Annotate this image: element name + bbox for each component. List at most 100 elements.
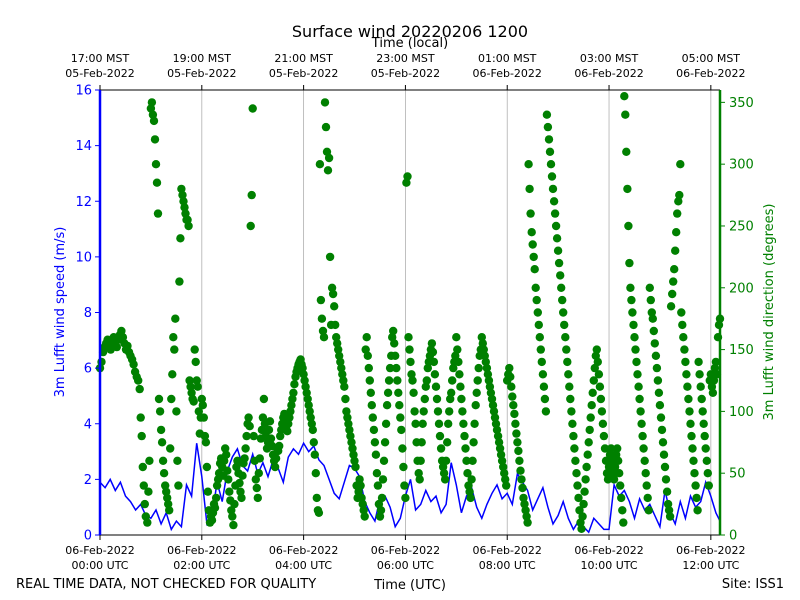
wind-direction-point: [325, 252, 335, 262]
wind-direction-point: [405, 345, 414, 354]
wind-direction-point: [332, 333, 341, 342]
wind-direction-point: [143, 518, 152, 527]
wind-direction-point: [447, 388, 456, 397]
wind-direction-point: [557, 283, 566, 292]
wind-direction-point: [180, 203, 189, 212]
wind-direction-point: [456, 382, 465, 391]
wind-direction-point: [148, 110, 158, 119]
wind-direction-point: [488, 401, 498, 410]
wind-direction-point: [207, 516, 217, 525]
wind-direction-point: [649, 326, 658, 336]
wind-direction-point: [681, 357, 690, 367]
wind-direction-point: [358, 499, 367, 509]
wind-direction-point: [580, 487, 589, 496]
wind-direction-point: [497, 456, 507, 465]
wind-direction-point: [546, 160, 556, 169]
wind-direction-point: [452, 333, 461, 342]
wind-direction-point: [419, 407, 428, 416]
wind-direction-point: [656, 413, 666, 422]
wind-direction-point: [665, 512, 675, 521]
wind-direction-point: [648, 314, 657, 323]
wind-direction-point: [399, 462, 408, 472]
wind-direction-point: [336, 357, 345, 367]
wind-direction-point: [264, 425, 274, 435]
wind-direction-point: [595, 382, 605, 391]
wind-direction-point: [420, 394, 429, 404]
wind-direction-point: [564, 370, 573, 379]
wind-direction-point: [436, 444, 446, 453]
wind-direction-point: [691, 481, 700, 490]
wind-direction-point: [151, 160, 161, 169]
wind-direction-point: [410, 407, 419, 416]
wind-direction-point: [397, 425, 406, 435]
wind-direction-point: [577, 524, 586, 533]
wind-direction-point: [711, 357, 721, 367]
left-tick-label: 12: [75, 195, 92, 210]
wind-direction-point: [659, 450, 669, 459]
wind-direction-point: [594, 370, 604, 379]
wind-direction-point: [398, 444, 407, 453]
bottom-tick-label-date: 06-Feb-2022: [371, 544, 440, 557]
wind-direction-point: [687, 431, 696, 441]
wind-direction-point: [363, 351, 372, 360]
wind-speed-series: [99, 441, 721, 534]
chart-title: Surface wind 20220206 1200: [292, 22, 528, 41]
wind-direction-point: [529, 252, 538, 262]
wind-direction-point: [283, 427, 292, 436]
wind-direction-point: [672, 228, 681, 237]
wind-direction-point: [434, 419, 444, 428]
wind-direction-point: [461, 444, 470, 453]
wind-direction-point: [392, 363, 401, 373]
wind-direction-point: [543, 122, 553, 132]
wind-direction-point: [549, 197, 559, 206]
wind-direction-point: [248, 104, 257, 113]
wind-direction-point: [176, 234, 185, 243]
wind-direction-point: [694, 357, 703, 367]
wind-direction-point: [149, 116, 159, 126]
wind-direction-point: [686, 419, 695, 428]
wind-direction-point: [312, 493, 321, 503]
wind-direction-point: [567, 407, 576, 416]
wind-direction-point: [639, 444, 648, 453]
wind-direction-point: [574, 493, 583, 503]
wind-direction-point: [271, 454, 281, 463]
wind-direction-point: [635, 394, 644, 404]
wind-direction-point: [169, 333, 178, 342]
wind-direction-point: [157, 438, 167, 447]
bottom-tick-label-time: 10:00 UTC: [581, 559, 638, 572]
right-tick-label: 150: [729, 343, 754, 358]
wind-direction-point: [431, 382, 441, 391]
wind-direction-point: [571, 456, 580, 465]
wind-direction-point: [589, 376, 598, 385]
wind-direction-point: [689, 456, 698, 465]
wind-direction-point: [221, 444, 230, 453]
wind-direction-point: [275, 441, 284, 451]
wind-direction-point: [402, 178, 411, 187]
wind-direction-point: [676, 160, 685, 169]
wind-direction-point: [584, 438, 593, 447]
bottom-tick-label-time: 06:00 UTC: [377, 559, 434, 572]
wind-direction-point: [305, 407, 314, 416]
left-tick-label: 10: [75, 250, 92, 265]
wind-direction-point: [563, 357, 572, 367]
wind-direction-point: [513, 438, 522, 447]
wind-direction-point: [502, 481, 511, 490]
wind-direction-point: [494, 438, 504, 447]
wind-direction-point: [579, 499, 588, 509]
wind-direction-point: [184, 221, 193, 231]
wind-direction-point: [310, 450, 319, 459]
wind-direction-point: [304, 401, 313, 410]
right-tick-label: 100: [729, 405, 754, 420]
wind-direction-point: [680, 345, 689, 354]
wind-direction-point: [168, 370, 177, 379]
tick-labels: 0 2 4 6 8 10 12 14 16 0 50 100 150 200 250 300 350 06-Feb…: [65, 52, 754, 572]
wind-direction-point: [699, 419, 708, 428]
wind-direction-point: [524, 160, 533, 169]
wind-direction-point: [647, 308, 656, 317]
wind-direction-point: [666, 302, 676, 311]
wind-direction-point: [315, 160, 325, 169]
wind-direction-point: [316, 295, 326, 305]
wind-direction-point: [616, 481, 625, 490]
wind-direction-point: [505, 363, 514, 373]
wind-direction-point: [668, 289, 677, 299]
